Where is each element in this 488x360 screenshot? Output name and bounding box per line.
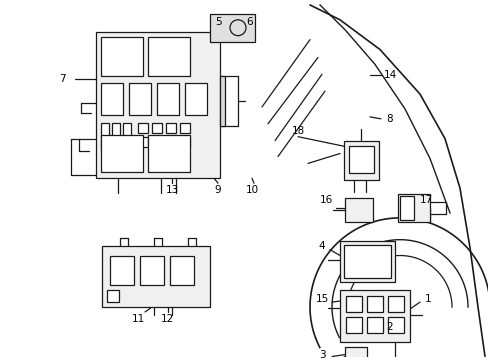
Bar bbox=[107, 290, 119, 302]
Bar bbox=[184, 83, 206, 115]
Text: 5: 5 bbox=[214, 17, 221, 27]
Text: 12: 12 bbox=[160, 314, 173, 324]
Bar bbox=[220, 76, 224, 126]
Text: 14: 14 bbox=[383, 70, 396, 80]
Text: 4: 4 bbox=[318, 240, 325, 251]
Text: 7: 7 bbox=[59, 74, 65, 84]
Bar bbox=[366, 296, 382, 312]
Text: 2: 2 bbox=[386, 322, 392, 332]
Text: 17: 17 bbox=[419, 195, 432, 205]
Bar bbox=[138, 137, 148, 147]
Bar bbox=[170, 256, 194, 285]
Text: 9: 9 bbox=[214, 185, 221, 195]
Bar bbox=[148, 135, 190, 172]
Bar bbox=[129, 83, 151, 115]
Bar bbox=[180, 137, 190, 147]
Bar bbox=[387, 317, 403, 333]
Text: 11: 11 bbox=[131, 314, 144, 324]
Bar bbox=[96, 32, 220, 178]
Bar bbox=[101, 135, 142, 172]
Bar bbox=[157, 83, 179, 115]
Text: 13: 13 bbox=[165, 185, 178, 195]
Bar bbox=[102, 246, 209, 307]
Text: 16: 16 bbox=[319, 195, 332, 205]
Bar bbox=[339, 290, 409, 342]
Text: 18: 18 bbox=[291, 126, 304, 136]
Bar bbox=[101, 37, 142, 76]
Text: 1: 1 bbox=[424, 294, 430, 304]
Bar bbox=[366, 317, 382, 333]
Bar bbox=[209, 14, 254, 42]
Text: 8: 8 bbox=[386, 114, 392, 124]
Bar bbox=[397, 194, 429, 222]
Bar bbox=[112, 123, 120, 149]
Bar bbox=[387, 296, 403, 312]
Bar bbox=[343, 245, 390, 278]
Bar bbox=[348, 145, 373, 173]
Bar bbox=[165, 123, 176, 133]
Text: 15: 15 bbox=[315, 294, 328, 304]
Bar bbox=[345, 347, 366, 360]
Bar bbox=[346, 296, 361, 312]
Text: 10: 10 bbox=[245, 185, 258, 195]
Text: 3: 3 bbox=[318, 350, 325, 360]
Bar bbox=[180, 123, 190, 133]
Bar bbox=[152, 123, 162, 133]
Bar bbox=[148, 37, 190, 76]
Bar bbox=[339, 241, 394, 282]
Bar bbox=[152, 137, 162, 147]
Bar bbox=[101, 83, 123, 115]
Bar bbox=[346, 317, 361, 333]
Bar bbox=[343, 141, 378, 180]
Bar bbox=[123, 123, 131, 149]
Bar bbox=[101, 123, 109, 149]
Bar bbox=[110, 256, 134, 285]
Bar bbox=[165, 137, 176, 147]
Text: 6: 6 bbox=[246, 17, 253, 27]
Bar bbox=[345, 198, 372, 222]
Bar bbox=[140, 256, 163, 285]
Bar bbox=[138, 123, 148, 133]
Bar bbox=[399, 196, 413, 220]
